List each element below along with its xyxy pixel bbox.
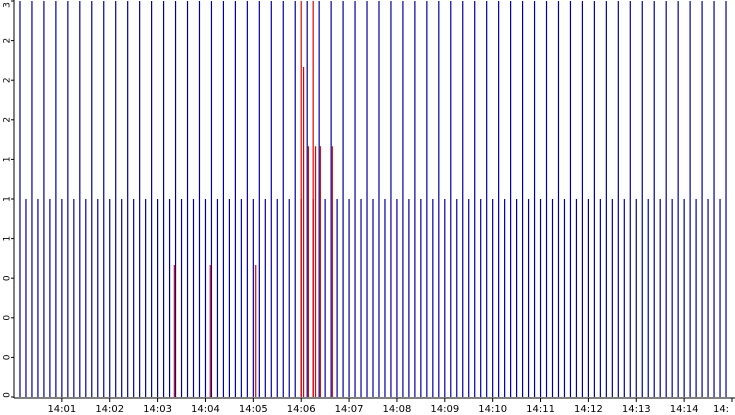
- y-tick-label: 1: [3, 196, 13, 202]
- x-tick-label: 14:11: [526, 404, 555, 415]
- x-tick-label: 14:14: [670, 404, 699, 415]
- y-tick-label: 2: [3, 117, 13, 123]
- y-tick-label: 1: [3, 236, 13, 242]
- x-tick-label: 14:05: [239, 404, 268, 415]
- y-tick-label: 2: [3, 38, 13, 44]
- x-tick-label: 14:: [713, 404, 729, 415]
- x-tick-label: 14:09: [430, 404, 459, 415]
- x-tick-label: 14:01: [47, 404, 76, 415]
- x-tick-label: 14:13: [622, 404, 651, 415]
- x-tick-label: 14:12: [574, 404, 603, 415]
- x-tick-label: 14:07: [335, 404, 364, 415]
- y-tick-label: 3: [3, 2, 13, 8]
- y-tick-label: 0: [3, 275, 13, 281]
- x-tick-label: 14:04: [191, 404, 220, 415]
- x-tick-label: 14:06: [287, 404, 316, 415]
- x-tick-label: 14:10: [478, 404, 507, 415]
- x-tick-label: 14:02: [95, 404, 124, 415]
- x-tick-label: 14:03: [143, 404, 172, 415]
- y-tick-label: 0: [3, 392, 13, 398]
- x-tick-label: 14:08: [383, 404, 412, 415]
- y-tick-label: 2: [3, 77, 13, 83]
- y-tick-label: 1: [3, 157, 13, 163]
- y-tick-label: 0: [3, 315, 13, 321]
- y-tick-label: 0: [3, 354, 13, 360]
